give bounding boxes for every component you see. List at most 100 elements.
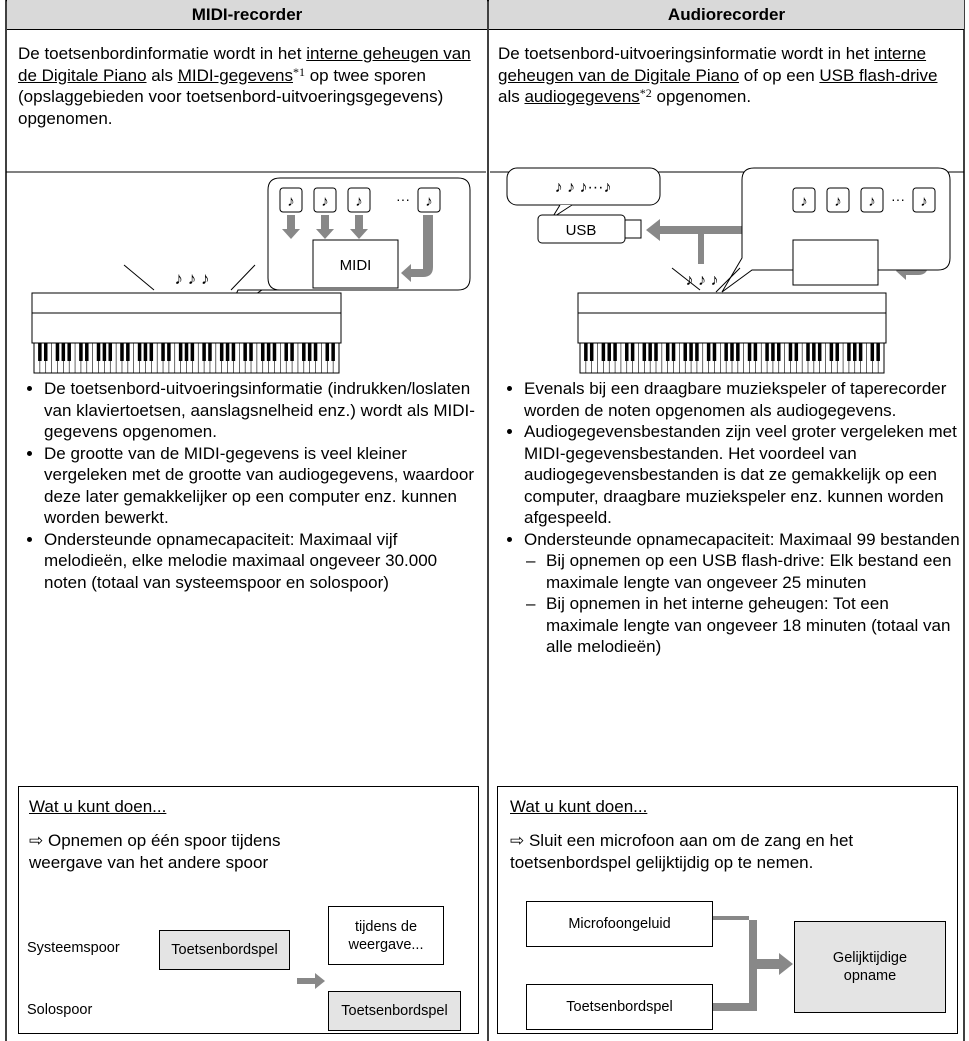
- note: ♪: [355, 193, 363, 210]
- box-title: Wat u kunt doen...: [29, 796, 166, 818]
- bullet: De grootte van de MIDI-gegevens is veel …: [44, 443, 477, 529]
- black-key: [753, 343, 758, 361]
- black-key: [79, 343, 83, 361]
- black-key: [61, 343, 66, 361]
- note: ♪: [287, 193, 295, 210]
- black-key: [43, 343, 48, 361]
- black-key: [654, 343, 658, 361]
- black-key: [149, 343, 154, 361]
- bullet: De toetsenbord-uitvoeringsinformatie (in…: [44, 378, 477, 443]
- black-key: [161, 343, 165, 361]
- sub-bullet: Bij opnemen op een USB flash-drive: Elk …: [526, 550, 960, 593]
- black-key: [219, 343, 224, 361]
- input-box: Toetsenbordspel: [526, 984, 713, 1030]
- melody: ♪ ♪ ♪···♪: [555, 179, 612, 196]
- black-key: [120, 343, 124, 361]
- note: ♪: [868, 193, 876, 210]
- intro: De toetsenbord-uitvoeringsinformatie wor…: [498, 43, 960, 108]
- audio-box: [792, 239, 879, 286]
- black-key: [108, 343, 113, 361]
- black-key: [96, 343, 101, 361]
- bullet-list: Evenals bij een draagbare muziekspeler o…: [502, 378, 960, 658]
- output-box: Gelijktijdige opname: [794, 921, 946, 1013]
- black-key: [589, 343, 594, 361]
- bullets: Evenals bij een draagbare muziekspeler o…: [502, 378, 960, 658]
- piano-top: [577, 292, 887, 314]
- input-box: Microfoongeluid: [526, 901, 713, 947]
- piano-top: [31, 292, 342, 314]
- bullet: Ondersteunde opnamecapaciteit: Maximaal …: [44, 529, 477, 594]
- illustrations: MIDI ♪ ♪ ♪ ♪ ♪ ♪···♪ USB ♪ ♪ ♪ ♪ ♪ ♪ ♪ ··· ♪ ♪…: [31, 167, 951, 374]
- black-key: [689, 343, 693, 361]
- black-key: [671, 343, 676, 361]
- black-key: [665, 343, 670, 361]
- bullets: De toetsenbord-uitvoeringsinformatie (in…: [22, 378, 477, 593]
- black-key: [208, 343, 212, 361]
- black-key: [325, 343, 330, 361]
- black-key: [630, 343, 635, 361]
- bullet: Evenals bij een draagbare muziekspeler o…: [524, 378, 960, 421]
- note-box: [347, 187, 371, 213]
- text: interne geheugen van de Digitale Piano: [18, 44, 471, 85]
- black-key: [55, 343, 60, 361]
- text: MIDI-gegevens: [177, 65, 293, 85]
- info-box: Wat u kunt doen... ⇨ Opnemen op één spoo…: [18, 786, 479, 1034]
- text: audiogegevens: [524, 87, 640, 106]
- black-key: [67, 343, 71, 361]
- text: Ondersteunde opnamecapaciteit: Maximaal …: [524, 529, 960, 549]
- note: ♪: [834, 193, 842, 210]
- note-box: [860, 187, 884, 213]
- ellipsis: ···: [396, 191, 410, 207]
- text: of op een: [739, 65, 820, 85]
- black-key: [817, 343, 822, 361]
- black-key: [777, 343, 781, 361]
- header-cell: Audiorecorder: [489, 0, 964, 30]
- black-key: [85, 343, 89, 361]
- usb-bubble: [506, 167, 661, 206]
- bullet: Ondersteunde opnamecapaciteit: Maximaal …: [524, 529, 960, 658]
- header: Audiorecorder: [667, 4, 786, 24]
- black-key: [712, 343, 717, 361]
- black-key: [765, 343, 769, 361]
- track-box: Toetsenbordspel: [328, 991, 461, 1031]
- black-key: [706, 343, 711, 361]
- black-key: [835, 343, 839, 361]
- melody: ♪ ♪ ♪: [175, 269, 210, 288]
- note-box: [417, 187, 441, 213]
- black-key: [625, 343, 629, 361]
- black-key: [225, 343, 230, 361]
- black-key: [683, 343, 687, 361]
- text: De toetsenbord-uitvoeringsinformatie wor…: [498, 44, 875, 63]
- text: De toetsenbordinformatie wordt in het: [18, 44, 307, 63]
- footnote-ref: *1: [293, 64, 305, 79]
- black-key: [601, 343, 606, 361]
- bullet: Audiogegevensbestanden zijn veel groter …: [524, 421, 960, 529]
- black-key: [231, 343, 236, 361]
- text: interne geheugen van de Digitale Piano: [498, 44, 927, 85]
- black-key: [143, 343, 148, 361]
- black-key: [794, 343, 799, 361]
- black-key: [847, 343, 851, 361]
- track-label: Systeemspoor: [27, 940, 120, 956]
- black-key: [806, 343, 810, 361]
- black-key: [613, 343, 617, 361]
- black-key: [313, 343, 318, 361]
- note-box: [792, 187, 816, 213]
- black-key: [331, 343, 335, 361]
- black-key: [137, 343, 142, 361]
- midi-box: [312, 239, 399, 289]
- black-key: [190, 343, 195, 361]
- black-key: [876, 343, 880, 361]
- black-key: [290, 343, 294, 361]
- box-item: ⇨ Sluit een microfoon aan om de zang en …: [510, 831, 854, 872]
- note-box: [826, 187, 850, 213]
- black-key: [736, 343, 740, 361]
- info-box: Wat u kunt doen... ⇨ Sluit een microfoon…: [497, 786, 958, 1034]
- black-key: [584, 343, 588, 361]
- box-item: ⇨ Opnemen op één spoor tijdens weergave …: [29, 831, 281, 872]
- note-box: [279, 187, 303, 213]
- text: op twee sporen (opslaggebieden voor toet…: [18, 65, 444, 128]
- black-key: [302, 343, 306, 361]
- piano-body: [577, 312, 887, 344]
- black-key: [202, 343, 206, 361]
